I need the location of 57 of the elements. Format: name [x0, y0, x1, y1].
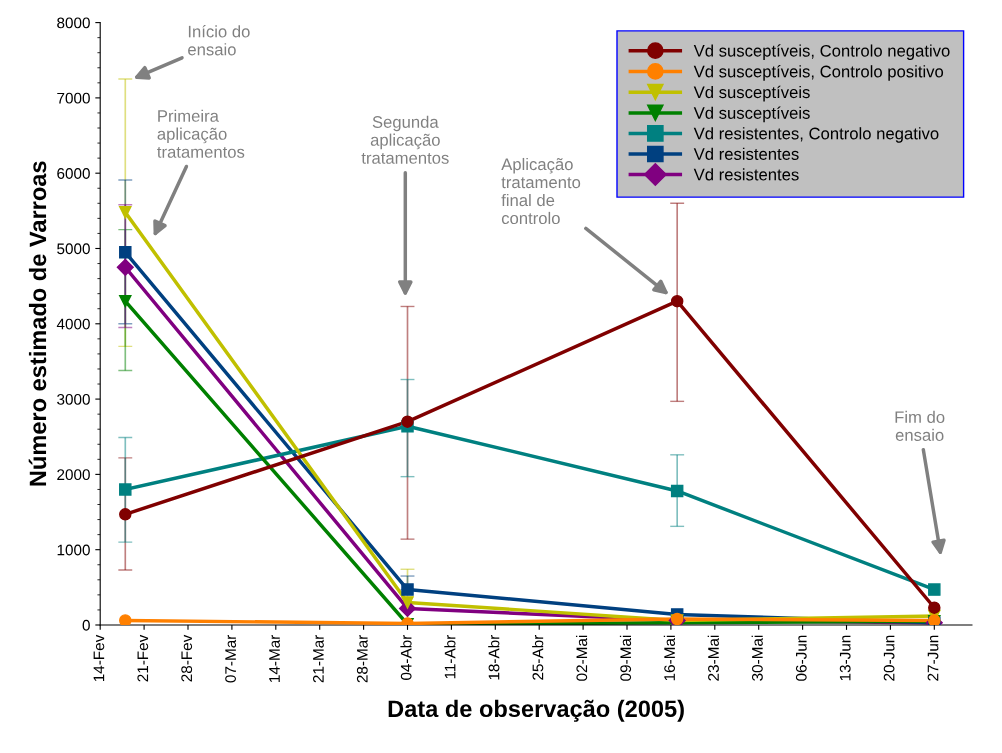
- point: [401, 415, 414, 428]
- point: [119, 483, 132, 496]
- legend-label: Vd susceptíveis: [693, 106, 810, 123]
- x-tick-label: 16-Mai: [663, 635, 676, 681]
- point: [401, 583, 414, 596]
- y-tick-label: 4000: [56, 318, 90, 330]
- legend-label: Vd susceptíveis: [693, 85, 810, 102]
- y-tick-label: 3000: [57, 393, 90, 405]
- point: [670, 484, 684, 498]
- y-tick-label: 1000: [57, 544, 90, 556]
- x-tick-label: 06-Jun: [795, 635, 807, 681]
- legend-label: Vd susceptíveis, Controlo negativo: [693, 44, 950, 60]
- x-tick-label: 09-Mai: [619, 635, 632, 681]
- point: [928, 583, 941, 596]
- x-tick-label: 25-Abr: [532, 634, 544, 680]
- annotation: Segunda aplicação tratamentos: [361, 115, 449, 164]
- point: [928, 601, 941, 614]
- x-tick-label: 23-Mai: [707, 635, 719, 681]
- annotation: Primeira aplicação tratamentos: [157, 109, 245, 158]
- x-tick-label: 28-Mar: [356, 634, 368, 683]
- x-tick-label: 20-Jun: [883, 635, 895, 681]
- y-tick-label: 8000: [57, 17, 90, 29]
- x-tick-label: 07-Mar: [225, 634, 236, 683]
- legend-label: Vd resistentes: [693, 168, 799, 181]
- annotation: Início do ensaio: [188, 25, 250, 56]
- x-tick-label: 28-Fev: [181, 634, 193, 682]
- x-tick-label: 04-Abr: [400, 634, 412, 680]
- point: [401, 596, 414, 609]
- y-axis-title: Número estimado de Varroas: [28, 161, 47, 486]
- x-tick-label: 30-Mai: [751, 635, 763, 681]
- annotation: Fim do ensaio: [895, 410, 945, 441]
- point: [119, 614, 132, 625]
- x-tick-label: 02-Mai: [575, 635, 588, 681]
- x-tick-label: 27-Jun: [927, 635, 939, 681]
- point: [119, 246, 132, 259]
- x-tick-label: 14-Mar: [269, 634, 280, 682]
- x-axis-title: Data de observação (2005): [388, 699, 684, 722]
- x-tick-label: 21-Mar: [312, 634, 324, 683]
- point: [116, 258, 134, 276]
- point: [119, 206, 132, 219]
- y-tick-label: 0: [82, 619, 90, 631]
- legend-label: Vd resistentes: [693, 147, 799, 160]
- y-tick-label: 2000: [57, 469, 90, 481]
- legend-label: Vd resistentes, Controlo negativo: [693, 127, 939, 143]
- x-tick-label: 13-Jun: [839, 635, 851, 681]
- y-tick-label: 5000: [57, 243, 90, 255]
- point: [670, 294, 684, 308]
- x-tick-label: 14-Fev: [93, 634, 105, 682]
- point: [119, 294, 132, 308]
- y-tick-label: 7000: [57, 92, 90, 104]
- x-tick-label: 18-Abr: [488, 634, 500, 680]
- y-tick-label: 6000: [57, 168, 90, 179]
- legend-label: Vd susceptíveis, Controlo positivo: [693, 64, 944, 81]
- x-tick-label: 21-Fev: [137, 634, 149, 682]
- point: [119, 508, 132, 521]
- x-tick-label: 11-Abr: [444, 634, 456, 679]
- annotation: Aplicação tratamento final de controlo: [501, 157, 581, 225]
